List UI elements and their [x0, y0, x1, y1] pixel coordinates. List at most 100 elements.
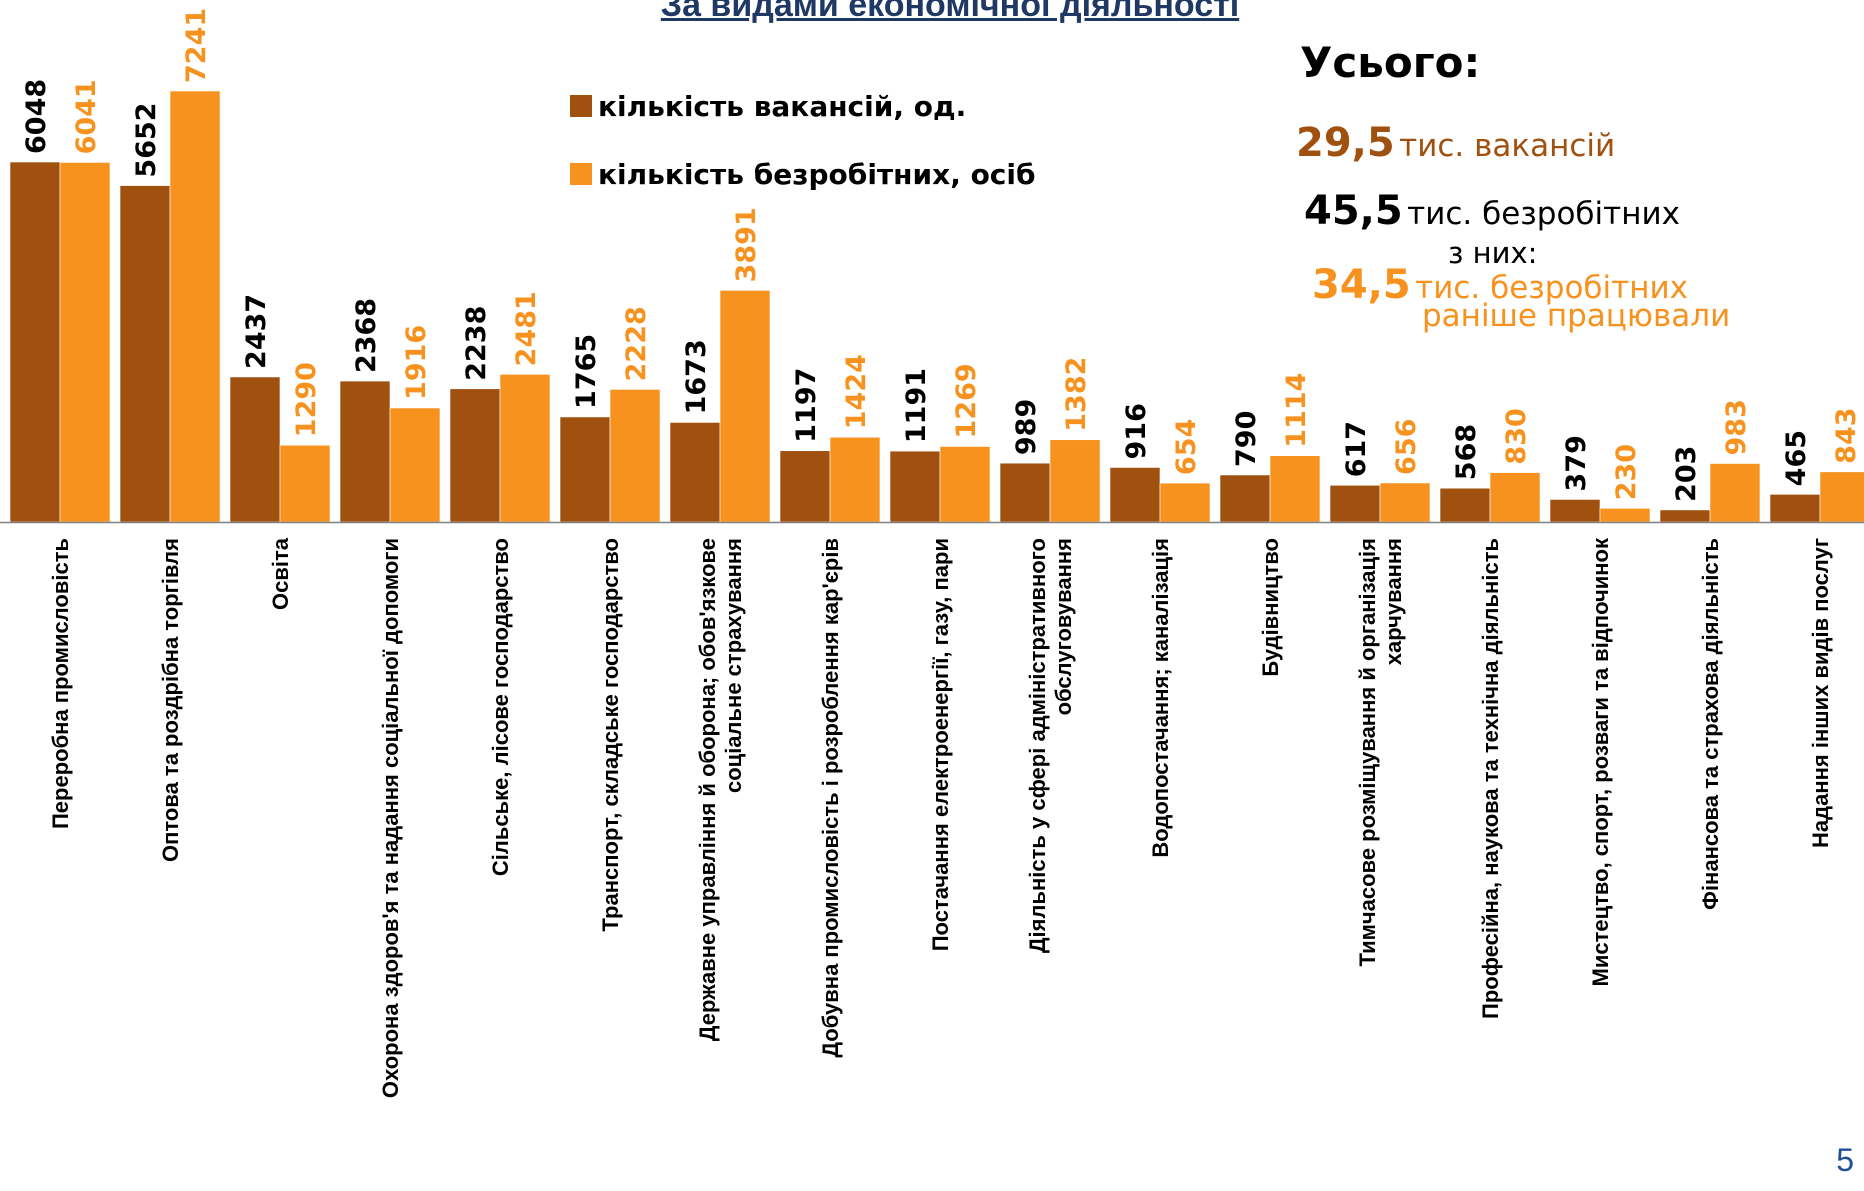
bar-vacancies-9 [999, 462, 1051, 523]
bar-unemployed-14 [1599, 508, 1651, 523]
category-label-14-line-0: Мистецтво, спорт, розваги та відпочинок [1588, 537, 1613, 986]
data-label-vacancies-6: 1673 [681, 339, 712, 414]
data-label-unemployed-16: 843 [1831, 407, 1862, 463]
category-label-12-line-1: харчування [1381, 538, 1406, 665]
bar-unemployed-5 [609, 389, 661, 523]
totals-previously-line: 34,5 тис. безробітних [1312, 262, 1688, 308]
data-label-unemployed-10: 654 [1171, 419, 1202, 475]
bar-unemployed-12 [1379, 482, 1431, 523]
bar-unemployed-16 [1819, 471, 1864, 523]
bar-unemployed-6 [719, 290, 771, 523]
data-label-vacancies-11: 790 [1231, 411, 1262, 467]
data-label-unemployed-1: 7241 [181, 8, 212, 83]
legend-item-vacancies: кількість вакансій, од. [570, 88, 1036, 124]
totals-unemployed-value: 45,5 [1304, 188, 1403, 234]
category-label-0-line-0: Переробна промисловість [48, 538, 73, 829]
data-label-unemployed-11: 1114 [1281, 373, 1312, 448]
data-label-vacancies-3: 2368 [351, 298, 382, 373]
category-label-4-line-0: Сільське, лісове господарство [488, 538, 513, 876]
data-label-unemployed-15: 983 [1721, 399, 1752, 455]
totals-panel: Усього: 29,5 тис. вакансій 45,5 тис. без… [1296, 38, 1730, 334]
category-label-16-line-0: Надання інших видів послуг [1808, 538, 1833, 848]
data-label-vacancies-4: 2238 [461, 306, 492, 381]
bar-unemployed-2 [279, 444, 331, 523]
data-label-unemployed-12: 656 [1391, 419, 1422, 475]
data-label-vacancies-10: 916 [1121, 403, 1152, 459]
bar-vacancies-7 [779, 450, 831, 523]
chart-title: За видами економічної діяльності [660, 0, 1240, 24]
data-label-unemployed-6: 3891 [731, 207, 762, 282]
data-label-vacancies-16: 465 [1781, 430, 1812, 486]
legend-label-vacancies: кількість вакансій, од. [598, 89, 967, 123]
data-label-vacancies-2: 2437 [241, 294, 272, 369]
category-label-8-line-0: Постачання електроенергії, газу, пари [928, 538, 953, 951]
legend: кількість вакансій, од. кількість безроб… [570, 88, 1036, 224]
data-label-unemployed-13: 830 [1501, 408, 1532, 464]
bar-vacancies-1 [119, 185, 171, 523]
bar-vacancies-4 [449, 388, 501, 523]
bar-vacancies-16 [1769, 494, 1821, 523]
bar-unemployed-11 [1269, 455, 1321, 523]
category-label-1-line-0: Оптова та роздрібна торгівля [158, 538, 183, 862]
totals-unemployed-line: 45,5 тис. безробітних [1304, 188, 1680, 234]
legend-swatch-vacancies [570, 95, 592, 117]
bar-vacancies-6 [669, 422, 721, 523]
category-label-9-line-1: обслуговування [1051, 538, 1076, 715]
bar-unemployed-9 [1049, 439, 1101, 523]
category-label-2-line-0: Освіта [268, 537, 293, 610]
bar-unemployed-1 [169, 90, 221, 523]
totals-unemployed-text: тис. безробітних [1407, 196, 1680, 232]
bar-unemployed-13 [1489, 472, 1541, 523]
bar-unemployed-7 [829, 436, 881, 523]
category-label-9-line-0: Діяльність у сфері адміністративного [1025, 538, 1050, 953]
bar-vacancies-8 [889, 450, 941, 523]
bar-unemployed-8 [939, 446, 991, 523]
bar-vacancies-3 [339, 380, 391, 523]
category-label-6-line-1: соціальне страхування [721, 538, 746, 793]
data-label-vacancies-8: 1191 [901, 368, 932, 443]
data-label-vacancies-1: 5652 [131, 102, 162, 177]
data-label-unemployed-9: 1382 [1061, 357, 1092, 432]
data-label-vacancies-5: 1765 [571, 334, 602, 409]
data-label-vacancies-7: 1197 [791, 368, 822, 443]
totals-previously-value: 34,5 [1312, 262, 1411, 308]
bar-unemployed-0 [59, 162, 111, 523]
data-label-vacancies-9: 989 [1011, 399, 1042, 455]
category-label-5-line-0: Транспорт, складське господарство [598, 538, 623, 932]
category-label-12-line-0: Тимчасове розміщування й організація [1355, 538, 1380, 966]
category-label-3-line-0: Охорона здоров'я та надання соціальної д… [378, 538, 403, 1098]
legend-item-unemployed: кількість безробітних, осіб [570, 156, 1036, 192]
data-label-vacancies-15: 203 [1671, 446, 1702, 502]
totals-vacancies-text: тис. вакансій [1399, 128, 1616, 164]
bar-vacancies-14 [1549, 499, 1601, 523]
bar-vacancies-5 [559, 416, 611, 523]
totals-vacancies-line: 29,5 тис. вакансій [1296, 120, 1615, 166]
bar-vacancies-0 [9, 161, 61, 523]
bar-unemployed-10 [1159, 482, 1211, 523]
category-label-7-line-0: Добувна промисловість і розроблення кар'… [818, 538, 843, 1058]
totals-previously-text-2: раніше працювали [1422, 298, 1731, 334]
bar-vacancies-13 [1439, 487, 1491, 523]
data-label-unemployed-3: 1916 [401, 325, 432, 400]
data-label-unemployed-14: 230 [1611, 444, 1642, 500]
category-label-11-line-0: Будівництво [1258, 538, 1283, 677]
bar-unemployed-15 [1709, 463, 1761, 523]
category-label-13-line-0: Професійна, наукова та технічна діяльніс… [1478, 538, 1503, 1019]
bar-vacancies-2 [229, 376, 281, 523]
data-label-vacancies-14: 379 [1561, 435, 1592, 491]
totals-previously-text-1: тис. безробітних [1415, 270, 1688, 306]
data-label-unemployed-7: 1424 [841, 354, 872, 429]
totals-heading: Усього: [1300, 38, 1481, 87]
data-label-unemployed-2: 1290 [291, 362, 322, 437]
page-number: 5 [1836, 1142, 1854, 1178]
totals-vacancies-value: 29,5 [1296, 120, 1395, 166]
category-label-6-line-0: Державне управління й оборона; обов'язко… [695, 538, 720, 1041]
data-label-unemployed-4: 2481 [511, 291, 542, 366]
bar-vacancies-12 [1329, 484, 1381, 523]
category-label-10-line-0: Водопостачання; каналізація [1148, 538, 1173, 858]
data-label-vacancies-0: 6048 [21, 79, 52, 154]
data-label-unemployed-8: 1269 [951, 363, 982, 438]
data-label-unemployed-5: 2228 [621, 306, 652, 381]
bar-unemployed-3 [389, 407, 441, 523]
